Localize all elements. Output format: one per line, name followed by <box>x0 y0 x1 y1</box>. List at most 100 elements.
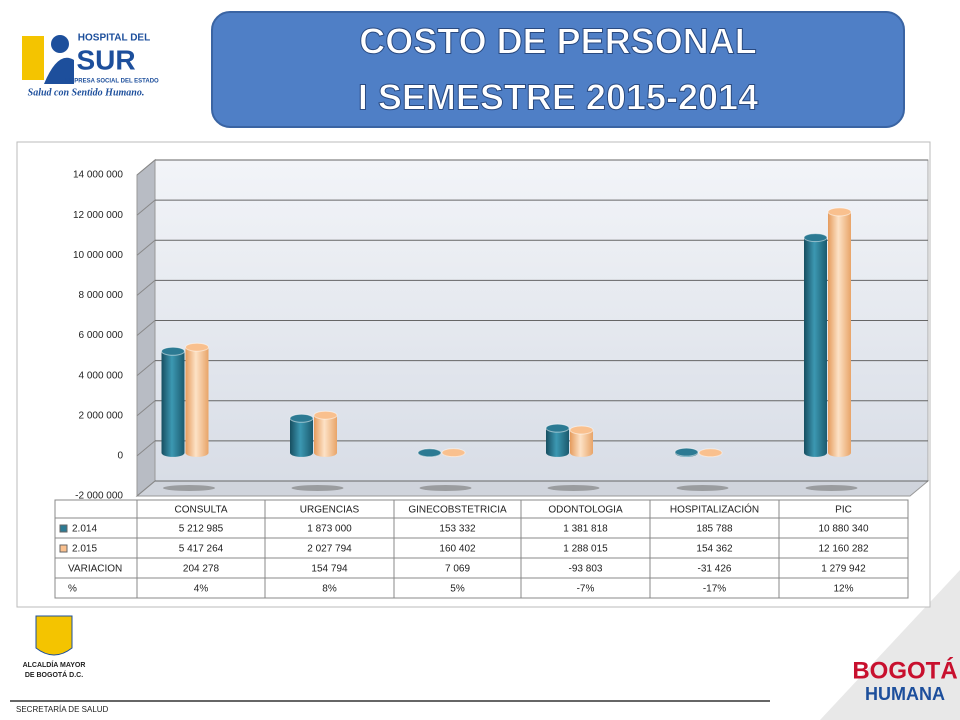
footer: ALCALDÍA MAYOR DE BOGOTÁ D.C. SECRETARÍA… <box>10 615 958 714</box>
logo-text: Salud con Sentido Humano. <box>28 87 145 98</box>
bar-shadow <box>547 485 600 491</box>
data-label: -17% <box>703 584 726 595</box>
bar <box>441 448 466 458</box>
y-tick-label: 6 000 000 <box>79 330 124 341</box>
data-label: -7% <box>577 584 595 595</box>
y-tick-label: 10 000 000 <box>73 250 123 261</box>
data-label: 5 212 985 <box>179 524 224 535</box>
secretaria-text: SECRETARÍA DE SALUD <box>16 705 109 714</box>
data-label: 1 279 942 <box>821 564 866 575</box>
bar-shadow <box>291 485 344 491</box>
logo-mark <box>51 35 69 53</box>
grid-line <box>136 400 156 417</box>
data-label: 153 332 <box>439 524 476 535</box>
bogota-text: BOGOTÁ <box>852 656 957 684</box>
bar-body <box>804 237 827 453</box>
bar-top <box>569 425 594 435</box>
data-label: 12 160 282 <box>818 544 868 555</box>
grid-line <box>136 159 156 176</box>
data-label: 4% <box>194 584 209 595</box>
legend-label: 2.014 <box>72 524 97 535</box>
x-tick-label: URGENCIAS <box>300 505 360 516</box>
y-tick-label: 8 000 000 <box>79 290 124 301</box>
grid-line <box>136 279 156 296</box>
bar-body <box>185 347 209 453</box>
legend-swatch <box>59 544 68 553</box>
bar <box>698 448 723 458</box>
legend-label: 2.015 <box>72 544 97 555</box>
bar-top <box>185 342 209 352</box>
x-tick-label: ODONTOLOGIA <box>548 505 623 516</box>
bar <box>161 346 185 457</box>
bar-shadow <box>805 485 858 491</box>
alcaldia-text: ALCALDÍA MAYOR <box>23 660 86 669</box>
bar-shadow <box>419 485 472 491</box>
data-label: 7 069 <box>445 564 470 575</box>
data-label: 204 278 <box>183 564 220 575</box>
legend-swatch <box>59 524 68 533</box>
bar-top <box>698 448 723 458</box>
y-tick-label: 14 000 000 <box>73 170 123 181</box>
title: I SEMESTRE 2015-2014 <box>358 77 758 118</box>
data-label: 10 880 340 <box>818 524 868 535</box>
bar <box>803 233 828 457</box>
bar <box>289 413 314 457</box>
x-tick-label: GINECOBSTETRICIA <box>408 505 507 516</box>
data-label: 185 788 <box>696 524 733 535</box>
bar-body <box>290 418 313 453</box>
x-tick-label: CONSULTA <box>175 505 228 516</box>
grid-line <box>136 440 156 457</box>
x-tick-label: HOSPITALIZACIÓN <box>670 503 759 516</box>
bar-top <box>441 448 466 458</box>
bogota-text: HUMANA <box>865 684 945 704</box>
data-label: 1 381 818 <box>563 524 608 535</box>
grid-line <box>136 199 156 216</box>
logo-mark <box>22 36 44 80</box>
data-label: 8% <box>322 584 337 595</box>
bar-top <box>545 423 570 433</box>
hospital-logo: HOSPITAL DEL SUR EMPRESA SOCIAL DEL ESTA… <box>22 33 159 98</box>
bar-body <box>546 428 569 453</box>
bar-shadow <box>163 485 215 491</box>
bar <box>313 410 338 457</box>
bar-body <box>570 430 593 453</box>
data-label: -31 426 <box>698 564 732 575</box>
bar-top <box>313 410 338 420</box>
bar-top <box>803 233 828 243</box>
data-label: 1 288 015 <box>563 544 608 555</box>
bar-top <box>827 207 852 217</box>
data-label: 12% <box>833 584 853 595</box>
bar <box>569 425 594 457</box>
bar-top <box>289 413 314 423</box>
bar <box>185 342 209 457</box>
grid-line <box>136 320 156 336</box>
bar-body <box>161 351 185 453</box>
logo-text: SUR <box>76 44 135 75</box>
data-label: -93 803 <box>569 564 603 575</box>
logo-mark <box>44 57 74 84</box>
data-label: 5 417 264 <box>179 544 224 555</box>
y-tick-label: 2 000 000 <box>79 410 124 421</box>
data-label: 160 402 <box>439 544 476 555</box>
coat-of-arms <box>35 615 73 656</box>
data-label: 1 873 000 <box>307 524 352 535</box>
bar-top <box>161 346 185 356</box>
y-tick-label: 4 000 000 <box>79 370 124 381</box>
bar-top <box>674 447 699 457</box>
data-label: 5% <box>450 584 465 595</box>
data-label: 154 362 <box>696 544 733 555</box>
row-label: % <box>68 584 77 595</box>
y-tick-label: 0 <box>117 451 123 462</box>
bar <box>674 447 699 457</box>
grid-line <box>136 480 156 497</box>
grid-line <box>136 360 156 377</box>
bar-top <box>417 448 442 458</box>
title: COSTO DE PERSONAL <box>359 21 756 62</box>
bar <box>545 423 570 457</box>
logo-text: EMPRESA SOCIAL DEL ESTADO <box>65 79 159 85</box>
row-label: VARIACION <box>68 564 122 575</box>
bar-shadow <box>676 485 729 491</box>
logo-text: HOSPITAL DEL <box>78 33 150 44</box>
x-tick-label: PIC <box>835 505 852 516</box>
